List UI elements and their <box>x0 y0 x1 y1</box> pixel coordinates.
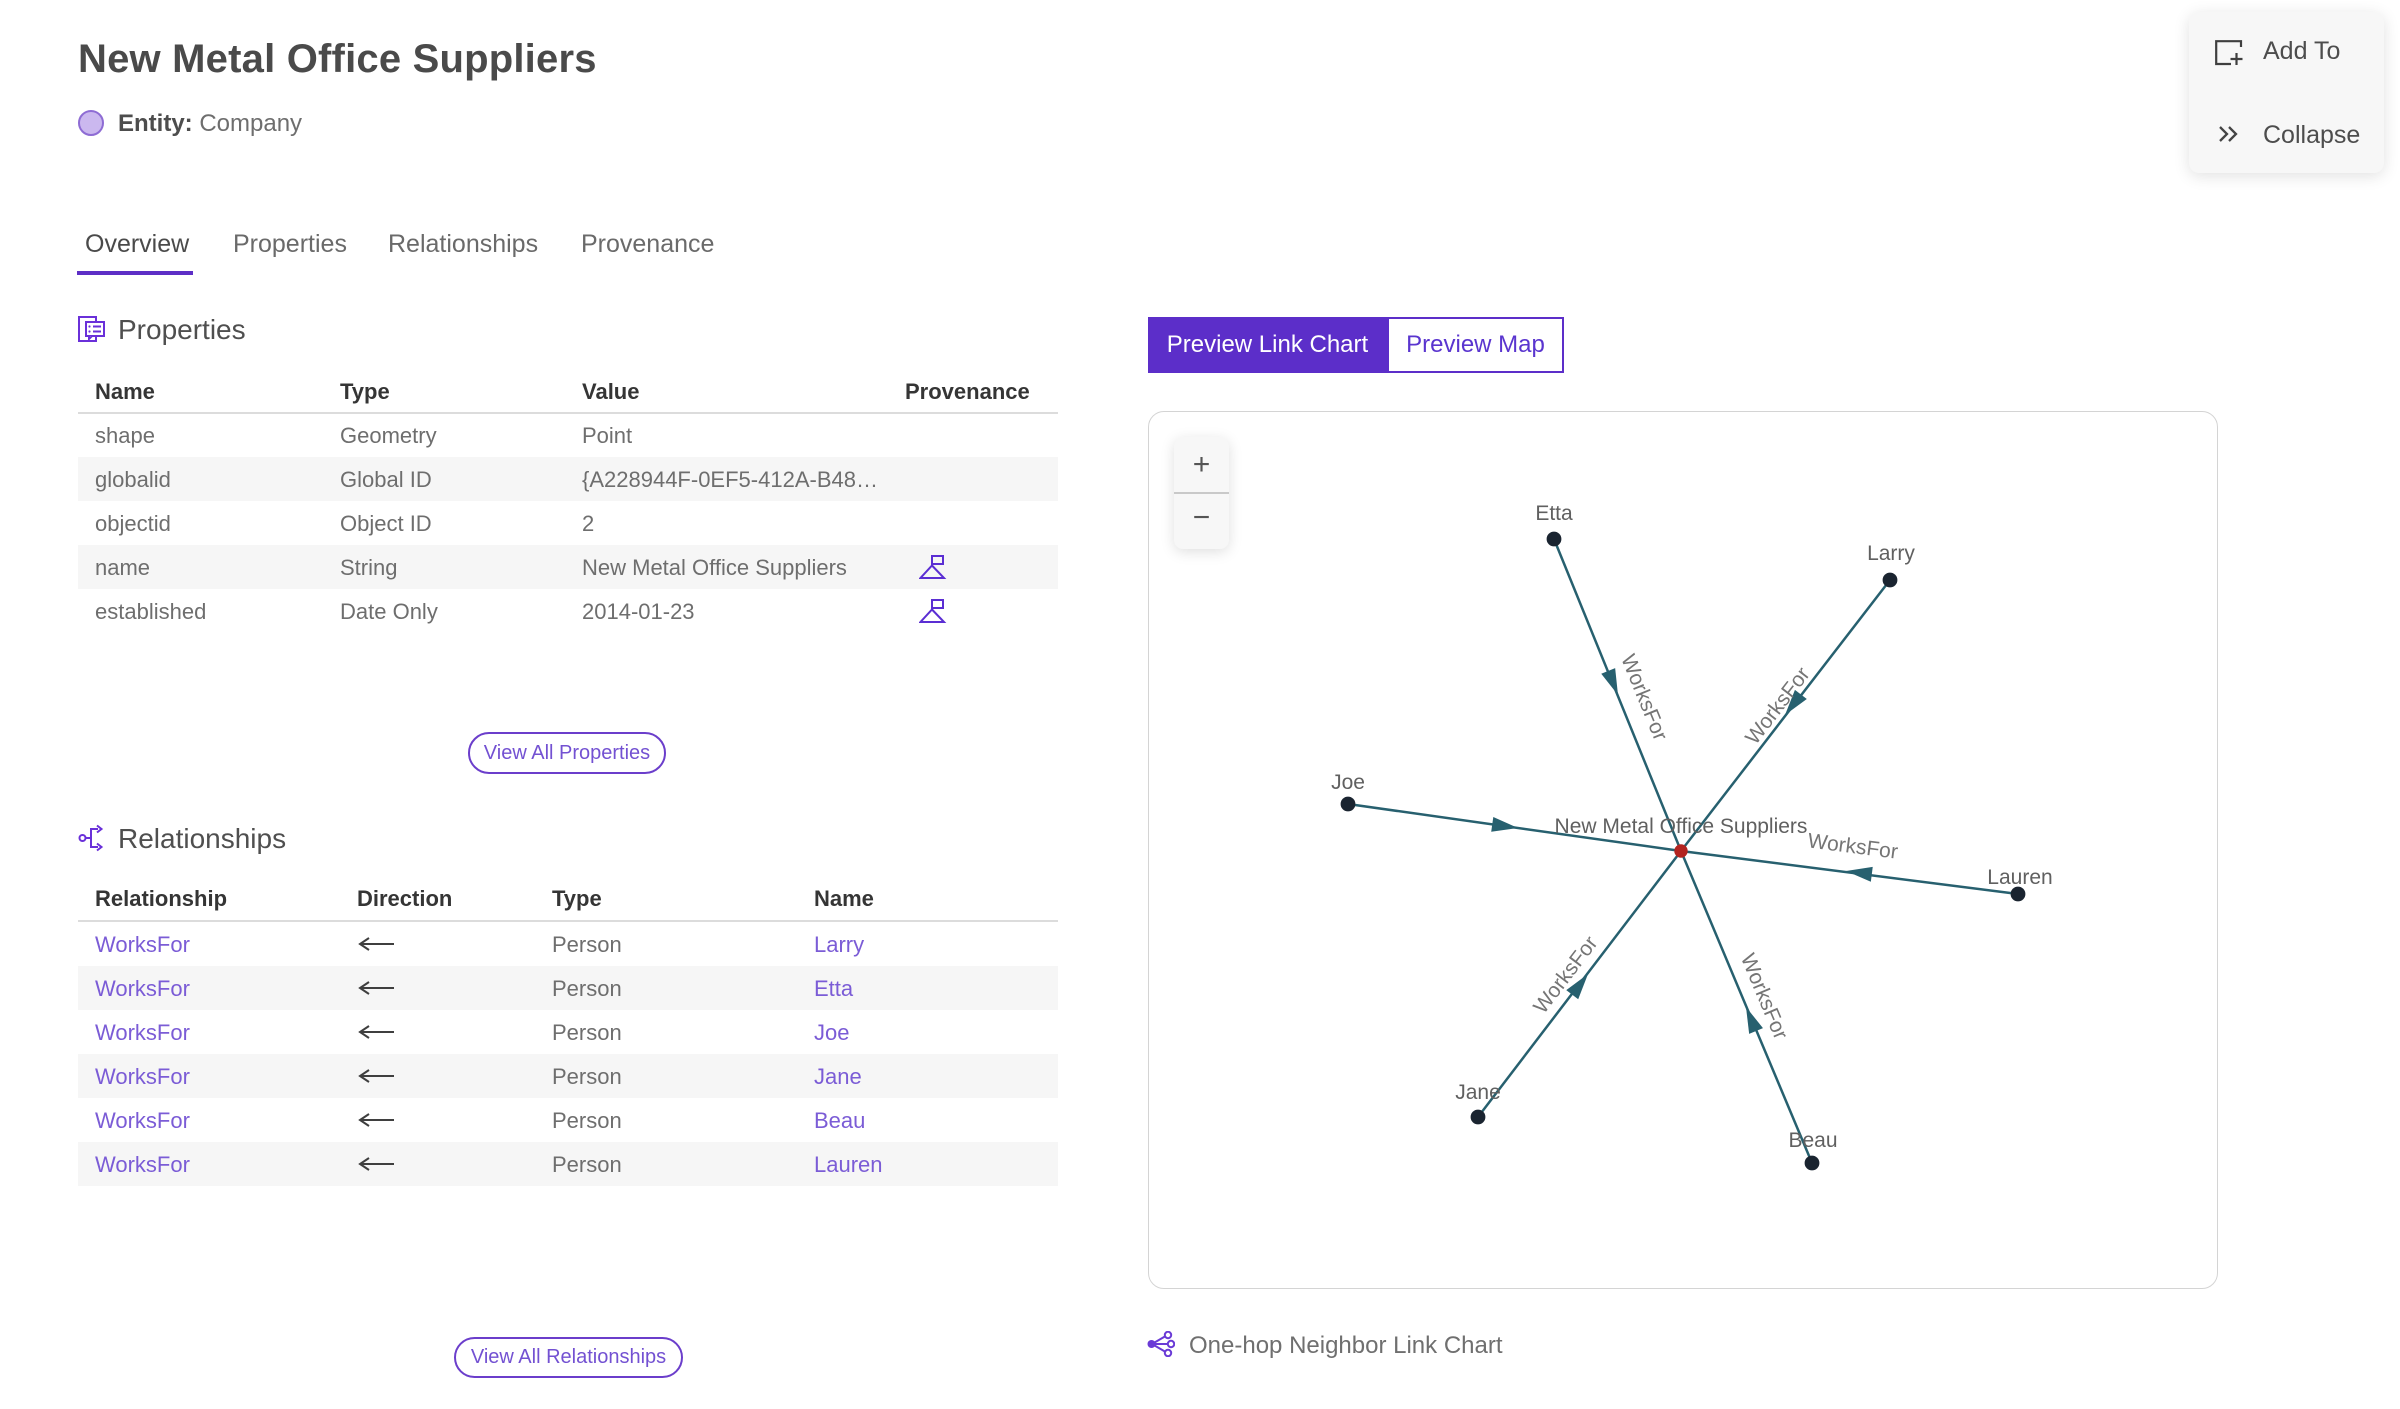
svg-text:Beau: Beau <box>1788 1129 1837 1152</box>
svg-text:Jane: Jane <box>1455 1081 1501 1104</box>
svg-text:WorksFor: WorksFor <box>1736 950 1792 1042</box>
svg-text:WorksFor: WorksFor <box>1616 651 1671 744</box>
svg-text:Joe: Joe <box>1331 771 1365 794</box>
svg-text:Lauren: Lauren <box>1987 866 2052 889</box>
svg-text:Etta: Etta <box>1535 502 1573 525</box>
svg-text:WorksFor: WorksFor <box>1741 663 1815 749</box>
svg-text:WorksFor: WorksFor <box>1806 829 1899 863</box>
svg-text:Larry: Larry <box>1867 542 1915 565</box>
svg-text:New Metal Office Suppliers: New Metal Office Suppliers <box>1555 815 1808 838</box>
svg-text:WorksFor: WorksFor <box>1529 932 1602 1018</box>
